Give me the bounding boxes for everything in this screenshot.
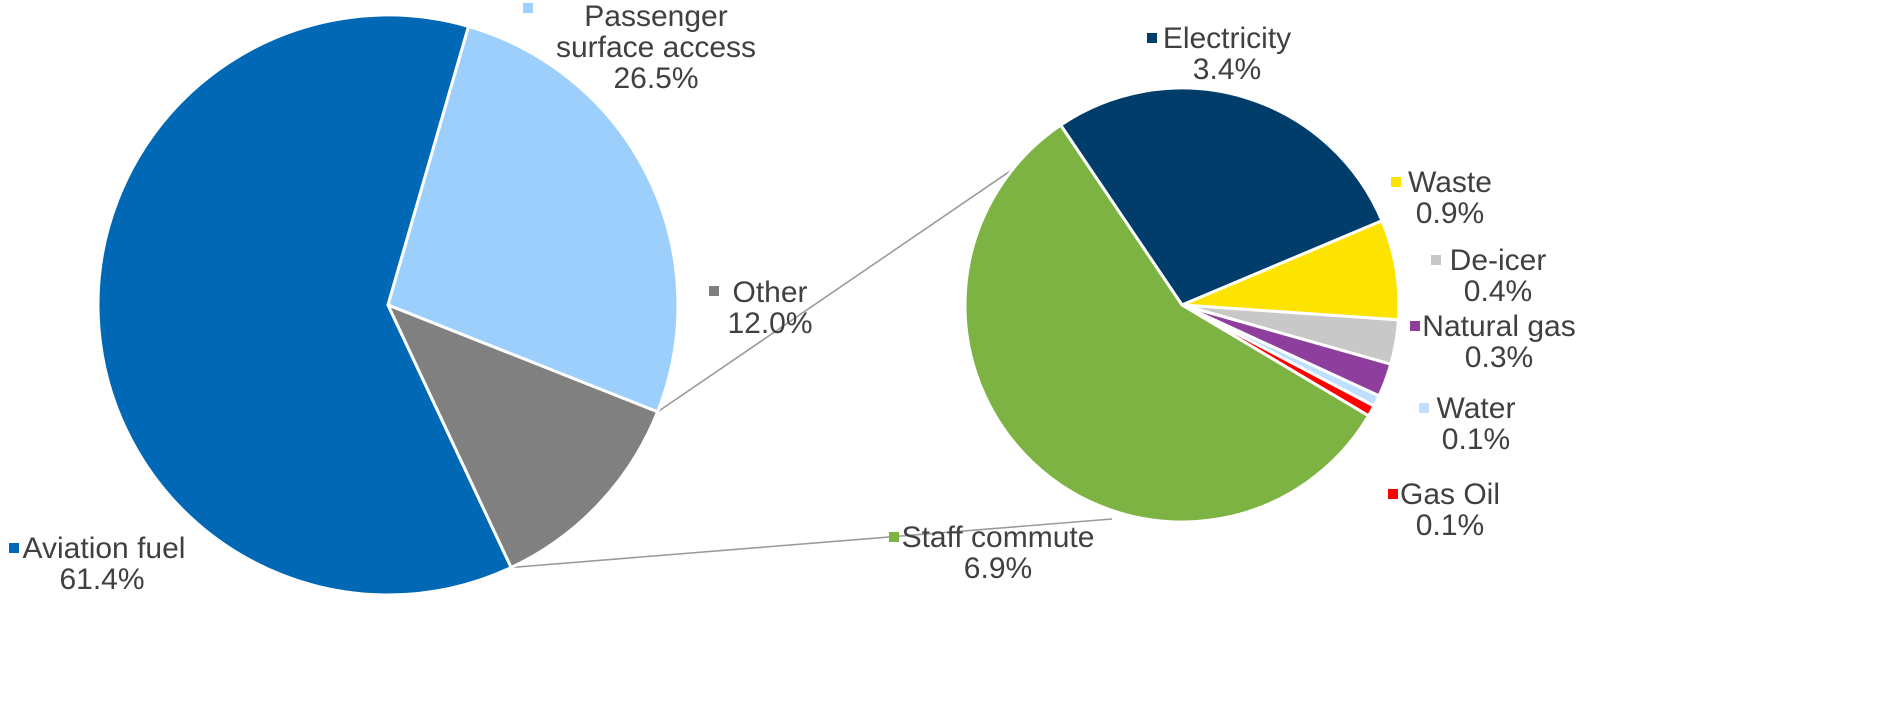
slice-value-label: 0.9%: [1416, 197, 1484, 230]
slice-value-label: 12.0%: [727, 307, 812, 340]
main-slice-other: [386, 303, 660, 570]
slice-value-label: 61.4%: [59, 563, 144, 596]
connector-line-bottom: [511, 518, 1113, 569]
main-slice-aviation-fuel: [96, 13, 513, 597]
legend-marker: [9, 543, 19, 553]
slice-name-label: surface access: [556, 31, 756, 64]
legend-marker: [1410, 321, 1420, 331]
slice-name-label: Staff commute: [902, 521, 1095, 554]
slice-name-label: Other: [732, 276, 807, 309]
sub-slice-electricity: [1059, 86, 1384, 307]
legend-marker: [709, 286, 719, 296]
slice-name-label: Aviation fuel: [23, 532, 186, 565]
slice-name-label: Gas Oil: [1400, 478, 1500, 511]
sub-slice-staff-commute: [963, 123, 1371, 524]
slice-value-label: 3.4%: [1193, 53, 1261, 86]
other-breakdown-pie: [963, 86, 1401, 524]
legend-marker: [1391, 177, 1401, 187]
slice-name-label: Electricity: [1163, 22, 1291, 55]
legend-marker: [523, 3, 533, 13]
slice-value-label: 0.3%: [1465, 341, 1533, 374]
slice-value-label: 0.1%: [1442, 423, 1510, 456]
slice-name-label: Water: [1437, 392, 1516, 425]
slice-name-label: Passenger: [584, 0, 727, 33]
legend-marker: [889, 532, 899, 542]
slice-name-label: Natural gas: [1422, 310, 1575, 343]
main-pie: [96, 13, 680, 597]
slice-value-label: 6.9%: [964, 552, 1032, 585]
slice-name-label: Waste: [1408, 166, 1492, 199]
main-slice-passenger-surface-access: [386, 24, 680, 414]
legend-marker: [1431, 255, 1441, 265]
slice-name-label: De-icer: [1450, 244, 1547, 277]
legend-marker: [1147, 33, 1157, 43]
legend-marker: [1388, 489, 1398, 499]
slice-value-label: 0.1%: [1416, 509, 1484, 542]
slice-value-label: 26.5%: [613, 62, 698, 95]
slice-value-label: 0.4%: [1464, 275, 1532, 308]
legend-marker: [1419, 403, 1429, 413]
sub-slice-waste: [1180, 219, 1401, 322]
